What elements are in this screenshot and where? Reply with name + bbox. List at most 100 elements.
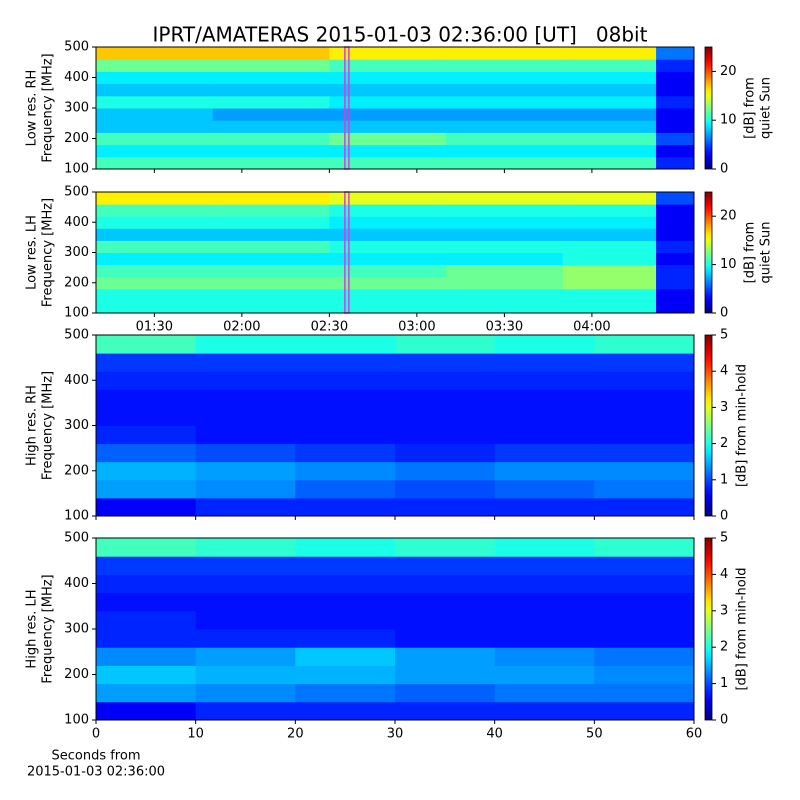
colorbar-tick-label: 5 bbox=[720, 531, 728, 546]
heatmap-cell bbox=[329, 240, 447, 253]
heatmap-cell bbox=[295, 371, 396, 390]
heatmap-cell bbox=[494, 574, 595, 594]
heatmap-cell bbox=[594, 701, 695, 721]
heatmap-cell bbox=[96, 288, 214, 302]
heatmap-cell bbox=[395, 701, 496, 721]
heatmap-cell bbox=[594, 353, 695, 372]
heatmap-cell bbox=[96, 647, 197, 666]
heatmap-cell bbox=[195, 701, 296, 721]
y-tick-label: 300 bbox=[64, 418, 89, 433]
heatmap-cell bbox=[446, 120, 564, 133]
heatmap-cell bbox=[494, 538, 595, 557]
colorbar-tick-label: 3 bbox=[720, 400, 728, 415]
heatmap-cell bbox=[212, 132, 330, 146]
heatmap-cell bbox=[96, 592, 197, 612]
y-tick-label: 300 bbox=[64, 101, 89, 116]
colorbar-tick-label: 1 bbox=[720, 676, 728, 691]
heatmap-cell bbox=[212, 276, 330, 290]
colorbar bbox=[704, 537, 713, 721]
colorbar-tick-label: 20 bbox=[720, 209, 737, 224]
x-tick-label: 30 bbox=[387, 727, 404, 742]
heatmap-cell bbox=[594, 556, 695, 575]
x-tick-label: 01:30 bbox=[136, 320, 173, 335]
colorbar bbox=[704, 46, 713, 170]
x-tick-label: 20 bbox=[287, 727, 304, 742]
colorbar-label: [dB] from min-hold bbox=[735, 567, 750, 690]
colorbar-tick-label: 20 bbox=[720, 64, 737, 79]
x-axis-label: 2015-01-03 02:36:00 bbox=[27, 765, 165, 780]
heatmap-cell bbox=[395, 556, 496, 575]
x-tick-label: 0 bbox=[92, 727, 100, 742]
y-axis-label: Low res. LH bbox=[25, 215, 40, 290]
heatmap-cell bbox=[446, 108, 564, 121]
heatmap-cell bbox=[195, 479, 296, 499]
heatmap-cell bbox=[594, 407, 695, 426]
y-tick-label: 100 bbox=[64, 306, 89, 321]
heatmap-cell bbox=[395, 335, 496, 354]
heatmap-cell bbox=[212, 144, 330, 158]
heatmap-cell bbox=[446, 264, 564, 278]
colorbar-tick-label: 1 bbox=[720, 472, 728, 487]
heatmap-cell bbox=[96, 610, 197, 630]
heatmap-cell bbox=[562, 47, 657, 60]
heatmap-cell bbox=[195, 610, 296, 630]
heatmap-cell bbox=[594, 443, 695, 463]
y-axis-label: Frequency [MHz] bbox=[41, 574, 56, 683]
colorbar-tick-label: 2 bbox=[720, 436, 728, 451]
heatmap-cell bbox=[195, 443, 296, 463]
heatmap-cell bbox=[295, 425, 396, 445]
heatmap-cell bbox=[395, 371, 496, 390]
heatmap-cell bbox=[295, 497, 396, 517]
heatmap-cell bbox=[494, 665, 595, 685]
x-axis-label: Seconds from bbox=[51, 749, 140, 764]
heatmap-cell bbox=[494, 479, 595, 499]
colorbar bbox=[704, 334, 713, 517]
heatmap-cell bbox=[295, 389, 396, 408]
heatmap-cell bbox=[395, 647, 496, 666]
x-tick-label: 60 bbox=[686, 727, 703, 742]
y-tick-label: 500 bbox=[64, 531, 89, 546]
heatmap-cell bbox=[395, 629, 496, 648]
heatmap-cell bbox=[594, 683, 695, 703]
heatmap-cell bbox=[562, 252, 657, 266]
heatmap-cell bbox=[656, 192, 695, 205]
heatmap-cell bbox=[329, 144, 447, 158]
heatmap-cell bbox=[96, 216, 214, 229]
y-axis-label: Frequency [MHz] bbox=[41, 53, 56, 162]
heatmap-cell bbox=[195, 647, 296, 666]
heatmap-cell bbox=[212, 59, 330, 72]
y-tick-label: 400 bbox=[64, 215, 89, 230]
heatmap-cell bbox=[594, 371, 695, 390]
heatmap-cell bbox=[195, 353, 296, 372]
heatmap-cell bbox=[295, 556, 396, 575]
heatmap-cell bbox=[96, 443, 197, 463]
x-tick-label: 50 bbox=[586, 727, 603, 742]
y-axis-label: Frequency [MHz] bbox=[41, 371, 56, 480]
heatmap-cell bbox=[96, 204, 214, 217]
heatmap-cell bbox=[594, 592, 695, 612]
heatmap-cell bbox=[96, 665, 197, 685]
heatmap-cell bbox=[656, 276, 695, 290]
heatmap-cell bbox=[329, 300, 447, 314]
colorbar-tick-label: 5 bbox=[720, 328, 728, 343]
heatmap-cell bbox=[212, 288, 330, 302]
heatmap-cell bbox=[395, 425, 496, 445]
y-tick-label: 400 bbox=[64, 576, 89, 591]
colorbar-tick-label: 0 bbox=[720, 162, 728, 177]
heatmap-cell bbox=[395, 353, 496, 372]
y-tick-label: 400 bbox=[64, 70, 89, 85]
heatmap-cell bbox=[656, 240, 695, 253]
heatmap-cell bbox=[96, 538, 197, 557]
heatmap-cell bbox=[446, 240, 564, 253]
heatmap-cell bbox=[96, 156, 214, 170]
heatmap-cell bbox=[562, 204, 657, 217]
x-tick-label: 02:00 bbox=[223, 320, 260, 335]
heatmap-cell bbox=[96, 83, 214, 97]
heatmap-cell bbox=[295, 647, 396, 666]
heatmap-cell bbox=[212, 300, 330, 314]
colorbar-tick-label: 0 bbox=[720, 509, 728, 524]
y-axis-label: High res. LH bbox=[25, 589, 40, 668]
heatmap-cell bbox=[212, 108, 330, 121]
heatmap-cell bbox=[446, 95, 564, 109]
x-tick-label: 03:00 bbox=[398, 320, 435, 335]
